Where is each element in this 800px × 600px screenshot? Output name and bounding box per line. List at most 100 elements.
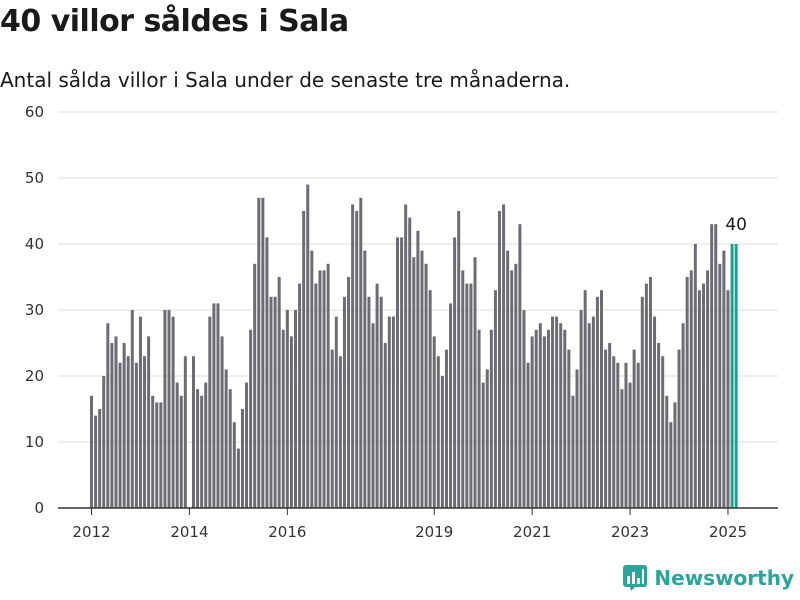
- bar: [563, 329, 567, 508]
- bar: [648, 277, 652, 508]
- bar: [367, 296, 371, 508]
- bar: [518, 224, 522, 508]
- bar: [420, 250, 424, 508]
- bar: [265, 237, 269, 508]
- bar: [587, 323, 591, 508]
- y-tick-label: 10: [25, 433, 44, 451]
- brand-name: Newsworthy: [654, 566, 794, 590]
- bar: [714, 224, 718, 508]
- bar: [314, 283, 318, 508]
- chart-title: 40 villor såldes i Sala: [0, 4, 349, 39]
- y-tick-label: 40: [25, 235, 44, 253]
- annotation: 40: [725, 215, 747, 235]
- bar: [289, 336, 293, 508]
- bar: [383, 343, 387, 508]
- bar: [436, 356, 440, 508]
- bar: [175, 382, 179, 508]
- bar: [338, 356, 342, 508]
- bar: [204, 382, 208, 508]
- bar: [391, 316, 395, 508]
- bar: [192, 356, 195, 508]
- bar: [657, 343, 661, 508]
- bar: [138, 316, 142, 508]
- y-tick-label: 60: [25, 103, 44, 121]
- bar: [624, 362, 628, 508]
- bar: [493, 290, 497, 508]
- bar: [555, 316, 559, 508]
- x-tick-label: 2016: [268, 523, 306, 541]
- bar: [171, 316, 175, 508]
- bar: [130, 310, 134, 508]
- bar: [444, 349, 448, 508]
- bar: [98, 409, 102, 508]
- y-tick-label: 30: [25, 301, 44, 319]
- bar: [514, 263, 518, 508]
- bar: [220, 336, 224, 508]
- bar: [273, 296, 277, 508]
- bar: [351, 204, 355, 508]
- bar: [685, 277, 689, 508]
- bar: [143, 356, 147, 508]
- bar: [106, 323, 110, 508]
- bar: [710, 224, 714, 508]
- bar: [718, 263, 722, 508]
- bar: [134, 362, 138, 508]
- bar: [408, 217, 412, 508]
- bar: [616, 362, 620, 508]
- x-tick-label: 2019: [415, 523, 453, 541]
- bar: [179, 395, 183, 508]
- brand-logo: Newsworthy: [622, 564, 794, 592]
- bar: [363, 250, 367, 508]
- bar: [608, 343, 612, 508]
- bar: [428, 290, 432, 508]
- bar: [257, 197, 261, 509]
- newsworthy-logo-icon: [623, 565, 648, 591]
- bar: [281, 329, 285, 508]
- bar: [542, 336, 546, 508]
- y-tick-label: 50: [25, 169, 44, 187]
- bar: [498, 211, 501, 508]
- bar: [612, 356, 616, 508]
- bar: [522, 310, 526, 508]
- bar: [661, 356, 665, 508]
- bar: [546, 329, 550, 508]
- bar: [245, 382, 249, 508]
- bar: [730, 244, 734, 508]
- bar: [510, 270, 514, 508]
- bar: [551, 316, 555, 508]
- bar: [396, 237, 399, 508]
- bar: [677, 349, 681, 508]
- bar: [706, 270, 710, 508]
- bar: [628, 382, 632, 508]
- bar: [216, 303, 220, 508]
- bar: [665, 395, 669, 508]
- bar: [261, 197, 265, 509]
- bar: [632, 349, 636, 508]
- bar: [481, 382, 485, 508]
- bar: [693, 244, 697, 508]
- bar: [440, 376, 444, 508]
- bar: [94, 415, 98, 508]
- bar: [636, 362, 640, 508]
- bar: [330, 349, 334, 508]
- bar: [285, 310, 289, 508]
- bar: [126, 356, 130, 508]
- bar: [644, 283, 648, 508]
- bar: [673, 402, 677, 508]
- bars: [90, 184, 738, 509]
- bar: [653, 316, 657, 508]
- bar: [200, 395, 204, 508]
- bar: [159, 402, 163, 508]
- bar: [359, 197, 363, 509]
- bar: [294, 310, 297, 508]
- bar: [534, 329, 538, 508]
- bar: [620, 389, 624, 508]
- chart-subtitle: Antal sålda villor i Sala under de senas…: [0, 68, 571, 92]
- bar: [404, 204, 408, 508]
- bar: [689, 270, 693, 508]
- bar: [583, 290, 587, 508]
- x-tick-label: 2012: [72, 523, 110, 541]
- bar: [326, 263, 330, 508]
- x-axis: 2012 2014 2016 2019 2021 2023 2025: [72, 508, 747, 541]
